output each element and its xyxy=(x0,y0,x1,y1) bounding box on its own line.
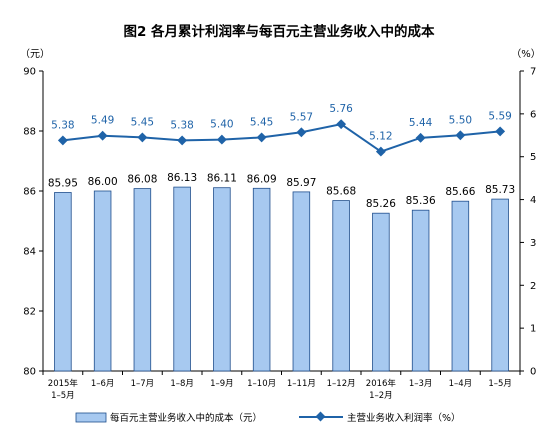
line-point xyxy=(495,126,506,137)
right-axis-unit: （%） xyxy=(511,48,541,60)
legend-line-label: 主营业务收入利润率（%） xyxy=(347,412,461,424)
bar xyxy=(491,198,509,372)
x-tick-label: 1–3月 xyxy=(409,379,433,389)
x-tick-label: 1–7月 xyxy=(131,379,155,389)
left-axis-unit: （元） xyxy=(20,48,50,60)
bar-value-label: 85.97 xyxy=(286,177,316,189)
bar xyxy=(332,200,350,372)
x-tick-label: 1–5月 xyxy=(488,379,512,389)
line-value-label: 5.76 xyxy=(329,103,353,115)
bar xyxy=(292,191,311,372)
line-value-label: 5.40 xyxy=(210,119,233,131)
line-point xyxy=(375,146,386,157)
right-tick-label: 4 xyxy=(530,195,536,206)
left-tick-label: 88 xyxy=(23,127,36,138)
x-tick-label: 1–12月 xyxy=(327,379,356,389)
left-tick-label: 84 xyxy=(23,247,36,258)
right-tick-label: 1 xyxy=(530,324,536,335)
right-tick-label: 6 xyxy=(530,109,536,120)
bar xyxy=(213,187,231,372)
bar-value-label: 86.00 xyxy=(88,176,118,188)
bar xyxy=(173,186,191,372)
legend-bar-swatch xyxy=(75,412,107,423)
line-point xyxy=(57,135,68,146)
x-tick-label: 2015年 1–5月 xyxy=(48,378,79,401)
left-tick-label: 86 xyxy=(23,187,36,198)
x-tick-label: 1–9月 xyxy=(210,379,234,389)
bar-value-label: 85.73 xyxy=(485,184,515,196)
bar-value-label: 85.26 xyxy=(366,198,396,210)
right-tick-label: 2 xyxy=(530,281,536,292)
right-tick-label: 0 xyxy=(530,367,536,378)
line-value-label: 5.49 xyxy=(91,115,114,127)
x-tick-label: 1–10月 xyxy=(247,379,276,389)
line-value-label: 5.38 xyxy=(51,119,74,131)
line-point xyxy=(97,130,108,141)
legend-bar-label: 每百元主营业务收入中的成本（元） xyxy=(110,412,262,424)
bar xyxy=(93,190,112,372)
bar-value-label: 86.09 xyxy=(247,173,277,185)
chart-title: 图2 各月累计利润率与每百元主营业务收入中的成本 xyxy=(123,23,435,40)
line-value-label: 5.50 xyxy=(449,114,472,126)
right-tick-label: 5 xyxy=(530,152,536,163)
bar-value-label: 85.66 xyxy=(445,186,475,198)
line-value-label: 5.45 xyxy=(131,116,154,128)
line-point xyxy=(455,130,466,141)
line-value-label: 5.57 xyxy=(290,111,313,123)
line-point xyxy=(256,132,267,143)
bar-value-label: 85.95 xyxy=(48,178,78,190)
x-tick-label: 2016年 1–2月 xyxy=(366,378,397,401)
bar-value-label: 85.36 xyxy=(406,195,436,207)
line-point xyxy=(415,132,426,143)
line-value-label: 5.12 xyxy=(369,131,392,143)
line-point xyxy=(177,135,188,146)
line-point xyxy=(216,134,227,145)
bar-value-label: 86.13 xyxy=(167,172,197,184)
bar xyxy=(411,209,430,372)
bar xyxy=(133,188,152,372)
x-tick-label: 1–4月 xyxy=(449,379,473,389)
bar xyxy=(451,200,470,372)
legend: 每百元主营业务收入中的成本（元） 主营业务收入利润率（%） xyxy=(75,411,461,424)
line-value-label: 5.44 xyxy=(409,117,433,129)
legend-line-marker xyxy=(315,411,326,422)
bar-value-label: 86.11 xyxy=(207,173,237,185)
line-value-label: 5.45 xyxy=(250,116,273,128)
line-point xyxy=(296,127,307,138)
right-tick-label: 3 xyxy=(530,238,536,249)
x-tick-label: 1–11月 xyxy=(287,379,316,389)
profit-rate-line xyxy=(62,123,501,153)
right-tick-label: 7 xyxy=(530,67,536,78)
x-tick-label: 1–8月 xyxy=(170,379,194,389)
bar xyxy=(54,192,72,372)
line-point xyxy=(137,132,148,143)
left-tick-label: 82 xyxy=(23,307,36,318)
left-tick-label: 90 xyxy=(23,67,36,78)
bar xyxy=(252,187,271,372)
left-tick-label: 80 xyxy=(23,367,36,378)
line-value-label: 5.59 xyxy=(488,110,511,122)
plot-area: 80 82 84 86 88 90 0 1 2 3 4 5 6 7 2015年 1–5月 1–6月 1–7月 1–8… xyxy=(23,67,536,402)
bar-value-label: 85.68 xyxy=(326,186,356,198)
bar-value-label: 86.08 xyxy=(127,174,157,186)
line-value-label: 5.38 xyxy=(170,119,193,131)
x-tick-label: 1–6月 xyxy=(91,379,115,389)
bar xyxy=(372,212,390,372)
